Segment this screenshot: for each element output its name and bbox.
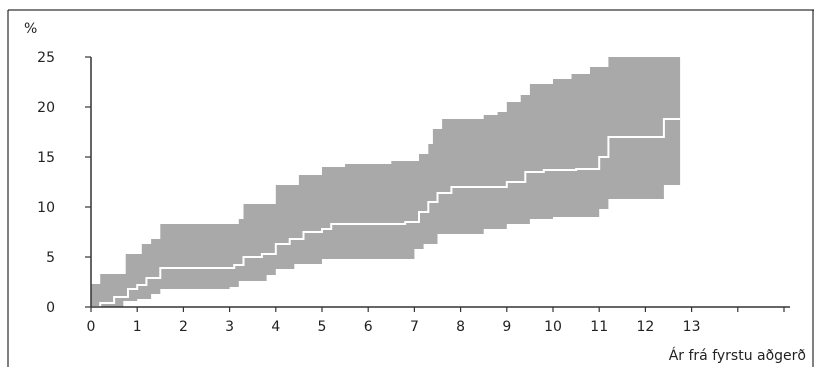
y-tick-label: 5 [46, 250, 55, 266]
x-tick-label: 6 [364, 319, 373, 335]
x-ticks: 0 1 2 3 4 5 6 7 8 9 10 11 12 13 [87, 307, 785, 335]
y-tick-label: 15 [37, 150, 55, 166]
x-tick-label: 5 [318, 319, 327, 335]
y-tick-label: 25 [37, 50, 55, 66]
x-tick-label: 8 [456, 319, 465, 335]
y-tick-label: 10 [37, 200, 55, 216]
x-tick-label: 4 [271, 319, 280, 335]
y-axis-title: % [24, 21, 37, 37]
x-tick-label: 13 [683, 319, 701, 335]
x-tick-label: 11 [590, 319, 608, 335]
y-ticks: 0 5 10 15 20 25 [37, 50, 91, 316]
x-tick-label: 3 [225, 319, 234, 335]
plot-area [91, 57, 681, 308]
x-tick-label: 7 [410, 319, 419, 335]
x-tick-label: 1 [133, 319, 142, 335]
x-axis-title: Ár frá fyrstu aðgerð [669, 347, 806, 364]
x-tick-label: 0 [87, 319, 96, 335]
x-tick-label: 12 [636, 319, 654, 335]
y-tick-label: 20 [37, 100, 55, 116]
x-tick-label: 10 [544, 319, 562, 335]
x-tick-label: 9 [502, 319, 511, 335]
confidence-band [91, 57, 681, 307]
y-tick-label: 0 [46, 300, 55, 316]
estimate-line [91, 118, 681, 308]
x-tick-label: 2 [179, 319, 188, 335]
